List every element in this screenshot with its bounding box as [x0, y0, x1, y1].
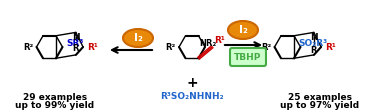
Text: R²: R² — [166, 43, 176, 52]
Ellipse shape — [123, 29, 153, 47]
Ellipse shape — [228, 21, 258, 39]
Text: I₂: I₂ — [133, 33, 143, 43]
Text: N: N — [310, 33, 318, 42]
Text: R¹: R¹ — [214, 36, 225, 45]
Text: 29 examples: 29 examples — [23, 93, 87, 102]
Text: SO₂R³: SO₂R³ — [298, 39, 327, 48]
Text: TBHP: TBHP — [234, 53, 262, 61]
Text: R²: R² — [23, 43, 34, 52]
Text: R²: R² — [261, 43, 271, 52]
Text: R: R — [73, 44, 79, 53]
FancyArrowPatch shape — [112, 47, 152, 53]
FancyArrowPatch shape — [225, 42, 260, 48]
Text: I₂: I₂ — [239, 25, 248, 35]
Text: R: R — [311, 46, 317, 55]
Text: 25 examples: 25 examples — [288, 93, 352, 102]
Text: NR₂: NR₂ — [200, 39, 217, 48]
Text: R¹: R¹ — [325, 43, 336, 52]
Text: R³SO₂NHNH₂: R³SO₂NHNH₂ — [160, 91, 224, 100]
Text: up to 99% yield: up to 99% yield — [15, 101, 94, 110]
Text: up to 97% yield: up to 97% yield — [280, 101, 359, 110]
Text: R¹: R¹ — [87, 43, 98, 52]
Text: +: + — [186, 76, 198, 90]
Text: SR³: SR³ — [66, 39, 84, 48]
Text: N: N — [72, 33, 80, 42]
FancyBboxPatch shape — [230, 48, 266, 66]
